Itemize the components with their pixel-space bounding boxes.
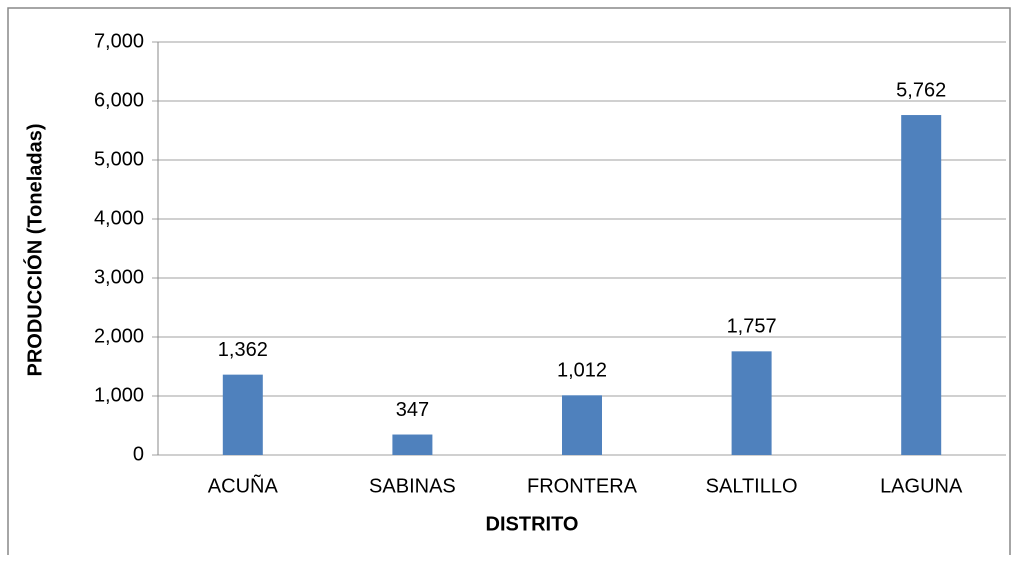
y-tick-label: 3,000 xyxy=(94,266,144,288)
y-tick-label: 2,000 xyxy=(94,325,144,347)
chart-border xyxy=(7,7,1011,555)
data-label: 1,362 xyxy=(218,339,268,361)
x-tick-label: ACUÑA xyxy=(208,473,279,497)
x-tick-label: LAGUNA xyxy=(880,475,963,497)
data-label: 1,757 xyxy=(727,316,777,338)
bar xyxy=(731,351,772,455)
x-tick-label: SABINAS xyxy=(369,475,456,497)
y-axis-title: PRODUCCIÓN (Toneladas) xyxy=(22,124,46,377)
bar xyxy=(901,115,942,456)
bar xyxy=(222,374,263,455)
y-tick-label: 4,000 xyxy=(94,207,144,229)
x-tick-label: FRONTERA xyxy=(527,475,638,497)
x-tick-label: SALTILLO xyxy=(706,475,798,497)
data-label: 1,012 xyxy=(557,360,607,382)
bar xyxy=(562,395,602,455)
y-tick-label: 1,000 xyxy=(94,384,144,406)
y-tick-label: 5,000 xyxy=(94,148,144,170)
data-label: 5,762 xyxy=(896,79,946,101)
x-axis-title: DISTRITO xyxy=(486,513,579,535)
y-tick-label: 7,000 xyxy=(94,30,144,52)
y-tick-label: 0 xyxy=(133,443,144,465)
data-label: 347 xyxy=(396,399,429,421)
y-tick-label: 6,000 xyxy=(94,89,144,111)
bar xyxy=(392,434,433,455)
